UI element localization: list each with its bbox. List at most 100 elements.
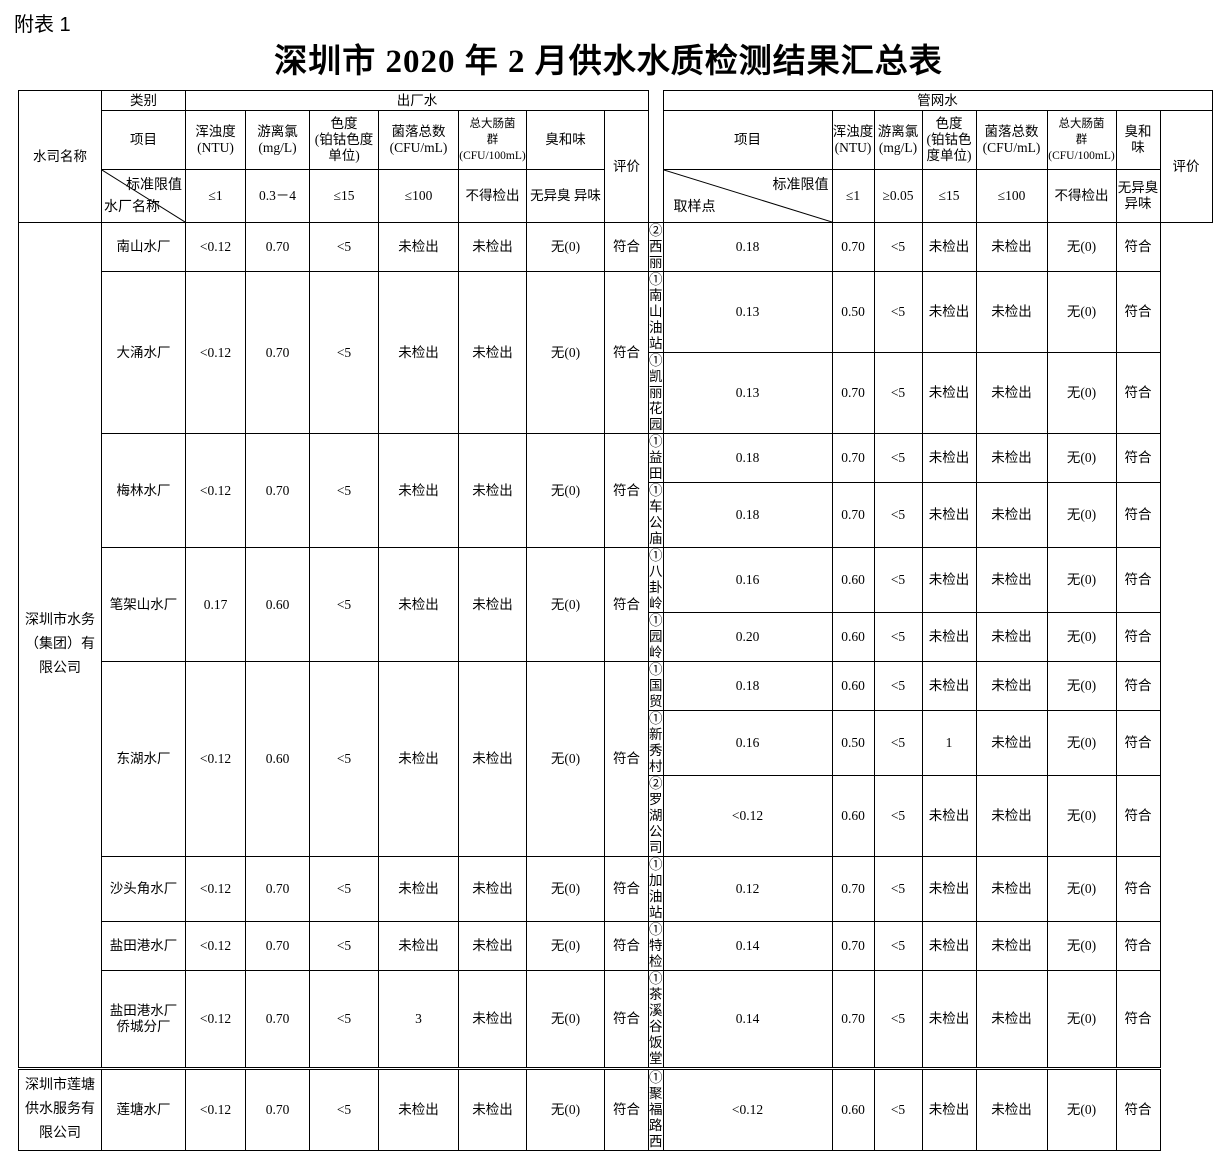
outlet-value: 未检出 — [378, 856, 459, 922]
outlet-value: <0.12 — [185, 856, 246, 922]
network-value: 未检出 — [975, 661, 1048, 711]
table-row: 沙头角水厂 <0.12 0.70 <5 未检出 未检出 无(0) 符合 ①加油站 0.12 0.70… — [19, 856, 1213, 922]
sampling-point-name: ①车公庙 — [648, 482, 664, 548]
outlet-value: <5 — [309, 921, 379, 971]
network-value: 无(0) — [1046, 1067, 1117, 1151]
network-value: 无(0) — [1046, 433, 1117, 483]
network-value: 未检出 — [975, 433, 1048, 483]
outlet-value: 0.70 — [245, 921, 310, 971]
standard-limit-label: 标准限值 — [126, 178, 182, 193]
network-value: 0.70 — [831, 352, 875, 434]
network-value: 未检出 — [975, 710, 1048, 776]
row-axis-label: 取样点 — [673, 200, 716, 215]
outlet-param-header: 菌落总数 (CFU/mL) — [378, 110, 459, 170]
network-value: 0.60 — [831, 1067, 875, 1151]
network-evaluation: 符合 — [1115, 710, 1161, 776]
table-row: 梅林水厂 <0.12 0.70 <5 未检出 未检出 无(0) 符合 ①益田 0.18 0.70 <5… — [19, 433, 1213, 548]
outlet-value: <5 — [309, 661, 379, 857]
outlet-value: 0.60 — [245, 661, 310, 857]
table-row: ①新秀村 0.16 0.50 <5 1 未检出 无(0) 符合 — [19, 710, 1213, 776]
network-value: <5 — [873, 222, 923, 272]
plant-name: 莲塘水厂 — [101, 1067, 186, 1151]
sampling-point-name: ②罗湖公司 — [648, 775, 664, 857]
outlet-evaluation: 符合 — [604, 661, 649, 857]
network-param-header: 臭和 味 — [1115, 110, 1161, 170]
network-value: 无(0) — [1046, 612, 1117, 662]
network-value: 0.60 — [831, 775, 875, 857]
outlet-value: 未检出 — [378, 1067, 459, 1151]
outlet-value: 无(0) — [526, 222, 605, 272]
outlet-param-header: 浑浊度 (NTU) — [185, 110, 246, 170]
sampling-point-name: ①加油站 — [648, 856, 664, 922]
water-quality-table: 水司名称 类别 出厂水 管网水 项目 浑浊度 (NTU) 游离氯 (mg/L) 色度 … — [18, 90, 1213, 1151]
network-value: 未检出 — [975, 547, 1048, 613]
company-name: 深圳市莲塘 供水服务有 限公司 — [18, 1067, 102, 1151]
outlet-param-header: 总大肠菌 群 (CFU/100mL) — [458, 110, 527, 170]
network-value: 未检出 — [921, 222, 977, 272]
table-row: 东湖水厂 <0.12 0.60 <5 未检出 未检出 无(0) 符合 ①国贸 0.18 0.60 <5… — [19, 661, 1213, 857]
row-axis-label: 水厂名称 — [104, 200, 160, 215]
outlet-value: 未检出 — [458, 856, 527, 922]
network-value: 0.60 — [831, 661, 875, 711]
outlet-value: <5 — [309, 433, 379, 548]
network-value: 未检出 — [975, 271, 1048, 353]
network-value: 0.18 — [662, 433, 833, 483]
outlet-evaluation: 符合 — [604, 222, 649, 272]
network-value: 0.50 — [831, 710, 875, 776]
outlet-value: 无(0) — [526, 271, 605, 434]
network-param-header: 总大肠菌 群 (CFU/100mL) — [1046, 110, 1117, 170]
category-label: 类别 — [101, 90, 186, 111]
page-title: 深圳市 2020 年 2 月供水水质检测结果汇总表 — [274, 44, 943, 80]
table-row: ①凯丽花园 0.13 0.70 <5 未检出 未检出 无(0) 符合 — [19, 352, 1213, 434]
outlet-value: 0.70 — [245, 856, 310, 922]
outlet-value: 未检出 — [458, 222, 527, 272]
outlet-value: 未检出 — [378, 222, 459, 272]
network-value: 未检出 — [921, 856, 977, 922]
network-value: 0.18 — [662, 661, 833, 711]
network-value: 0.20 — [662, 612, 833, 662]
outlet-value: 未检出 — [378, 271, 459, 434]
outlet-value: 未检出 — [458, 970, 527, 1069]
company-name: 深圳市水务 （集团）有 限公司 — [18, 222, 102, 1069]
outlet-limit: 0.3－4 — [245, 169, 310, 223]
sampling-point-name: ①凯丽花园 — [648, 352, 664, 434]
network-value: <5 — [873, 661, 923, 711]
outlet-value: <0.12 — [185, 661, 246, 857]
network-value: 0.70 — [831, 222, 875, 272]
outlet-value: <5 — [309, 970, 379, 1069]
table-row: 盐田港水厂 <0.12 0.70 <5 未检出 未检出 无(0) 符合 ①特检 0.14 0.70 <… — [19, 921, 1213, 971]
outlet-value: <0.12 — [185, 1067, 246, 1151]
outlet-value: 无(0) — [526, 661, 605, 857]
network-value: <5 — [873, 921, 923, 971]
network-param-header: 浑浊度 (NTU) — [831, 110, 875, 170]
outlet-value: 无(0) — [526, 1067, 605, 1151]
table-row: 大涌水厂 <0.12 0.70 <5 未检出 未检出 无(0) 符合 ①南山油站 0.13 0.50… — [19, 271, 1213, 434]
sampling-point-name: ②西丽 — [648, 222, 664, 272]
network-value: 未检出 — [921, 775, 977, 857]
network-value: 未检出 — [975, 222, 1048, 272]
network-value: 未检出 — [975, 775, 1048, 857]
sampling-point-name: ①八卦岭 — [648, 547, 664, 613]
network-value: 0.13 — [662, 352, 833, 434]
outlet-value: 无(0) — [526, 970, 605, 1069]
outlet-value: <0.12 — [185, 271, 246, 434]
network-value: 无(0) — [1046, 352, 1117, 434]
outlet-value: <5 — [309, 1067, 379, 1151]
network-limit: ≤1 — [831, 169, 875, 223]
network-value: <5 — [873, 271, 923, 353]
diagonal-header-cell: 标准限值水厂名称 — [101, 169, 186, 223]
sampling-point-name: ①益田 — [648, 433, 664, 483]
network-value: 0.14 — [662, 970, 833, 1069]
outlet-evaluation: 符合 — [604, 921, 649, 971]
outlet-value: <5 — [309, 271, 379, 434]
network-value: 0.70 — [831, 433, 875, 483]
sampling-point-name: ①新秀村 — [648, 710, 664, 776]
plant-name: 笔架山水厂 — [101, 547, 186, 662]
network-evaluation: 符合 — [1115, 271, 1161, 353]
network-value: 未检出 — [921, 433, 977, 483]
sampling-point-name: ①特检 — [648, 921, 664, 971]
outlet-value: 3 — [378, 970, 459, 1069]
outlet-value: 未检出 — [378, 433, 459, 548]
outlet-value: 未检出 — [378, 661, 459, 857]
network-evaluation: 符合 — [1115, 433, 1161, 483]
